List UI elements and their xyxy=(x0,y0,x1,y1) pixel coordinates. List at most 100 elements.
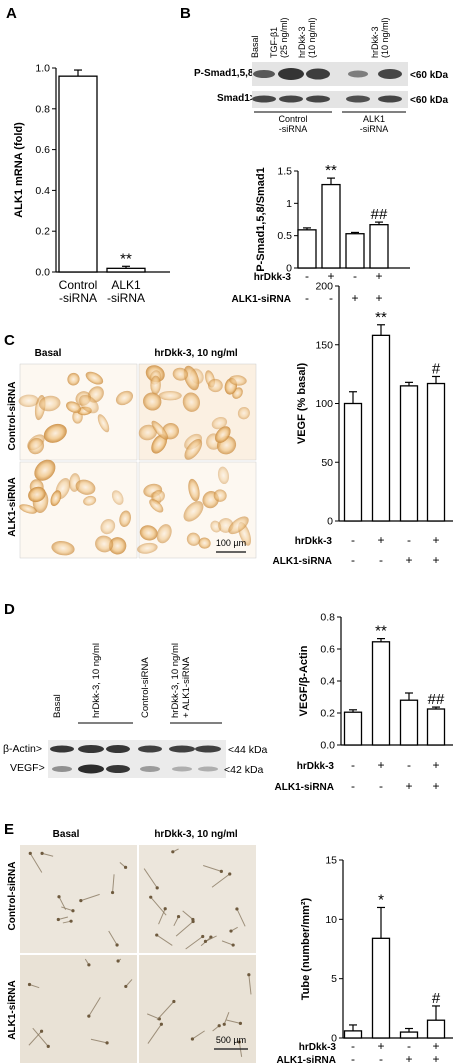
cell xyxy=(150,375,161,395)
blot-b-row-label-1: P-Smad1,5,8> xyxy=(194,68,259,79)
cell-node xyxy=(155,886,159,890)
condition-sign: + xyxy=(432,1052,439,1064)
scale-bar-e-label: 500 µm xyxy=(216,1035,246,1045)
images-e-col-2: hrDkk-3, 10 ng/ml xyxy=(154,829,238,840)
significance-label: ** xyxy=(375,623,387,640)
bar xyxy=(426,1019,446,1039)
bar xyxy=(343,1030,363,1039)
cell-node xyxy=(235,907,239,911)
y-tick-label: 0 xyxy=(327,516,333,528)
cell-node xyxy=(155,933,159,937)
blot-b-lane-1: Basal xyxy=(250,35,260,58)
images-c-col-2: hrDkk-3, 10 ng/ml xyxy=(154,348,238,359)
chart-a: 0.0 0.2 0.4 0.6 0.8 1.0 ALK1 mRNA (fold) ** Cont… xyxy=(13,63,170,305)
condition-sign: - xyxy=(351,779,355,793)
cell xyxy=(66,401,81,413)
y-tick-label: 200 xyxy=(315,281,333,293)
cell-node xyxy=(124,984,128,989)
condition-row-label: hrDkk-3 xyxy=(254,272,292,283)
bar xyxy=(371,641,391,746)
condition-sign: + xyxy=(432,533,439,547)
cell xyxy=(51,540,75,556)
y-tick-label: 10 xyxy=(325,914,337,926)
cell xyxy=(137,542,158,554)
bar xyxy=(426,382,446,522)
condition-sign: - xyxy=(351,533,355,547)
cell-node xyxy=(229,929,233,933)
cell xyxy=(19,504,37,514)
cell xyxy=(97,414,110,433)
cell-node xyxy=(228,872,232,876)
blot-d-row-label-2: VEGF> xyxy=(10,762,45,774)
condition-sign: + xyxy=(327,269,334,283)
significance-label: ** xyxy=(325,162,337,179)
cell-node xyxy=(39,1029,44,1033)
cell xyxy=(228,516,249,535)
condition-sign: + xyxy=(405,1052,412,1064)
bar xyxy=(343,402,363,522)
chart-b: 0 0.5 1 1.5 P-Smad1,5,8/Smad1 ** ## hrDkk-3 - + - +… xyxy=(232,162,410,305)
cell-node xyxy=(71,909,75,913)
tube xyxy=(211,873,231,888)
cell xyxy=(183,365,200,391)
micrographs-c: Basal hrDkk-3, 10 ng/ml Control-siRNA AL… xyxy=(7,348,257,559)
condition-row-label: ALK1-siRNA xyxy=(275,782,334,793)
cell xyxy=(67,372,80,386)
condition-sign: + xyxy=(351,291,358,305)
tube xyxy=(29,984,40,989)
significance-label: # xyxy=(432,360,441,377)
cell xyxy=(149,499,164,513)
cell xyxy=(111,490,124,505)
condition-sign: - xyxy=(305,269,309,283)
condition-row-label: ALK1-siRNA xyxy=(273,556,332,567)
cell xyxy=(182,392,201,412)
blot-d-band xyxy=(52,766,72,772)
cell xyxy=(119,510,131,527)
cell xyxy=(28,486,46,503)
tube xyxy=(192,1030,205,1040)
micrograph-c-cells xyxy=(18,365,252,556)
tube xyxy=(156,934,173,946)
cell xyxy=(217,466,229,485)
y-tick-label: 0.5 xyxy=(277,230,292,242)
cell xyxy=(151,489,165,503)
significance-label: ** xyxy=(120,250,132,267)
tube xyxy=(90,1038,108,1044)
condition-sign: - xyxy=(305,291,309,305)
condition-sign: - xyxy=(407,1039,411,1053)
condition-sign: + xyxy=(405,779,412,793)
bar xyxy=(369,224,389,269)
y-axis-label: ALK1 mRNA (fold) xyxy=(13,122,25,218)
condition-row-label: hrDkk-3 xyxy=(297,761,335,772)
condition-sign: + xyxy=(432,779,439,793)
micrographs-e: Basal hrDkk-3, 10 ng/ml Control-siRNA AL… xyxy=(7,829,256,1063)
blot-b-kda-1: <60 kDa xyxy=(410,70,449,81)
y-tick-label: 0.6 xyxy=(35,144,50,156)
tube xyxy=(58,916,69,920)
blot-d-band xyxy=(50,745,74,753)
blot-b-lane-3: hrDkk-3(10 ng/ml) xyxy=(297,17,317,58)
blot-b-group-2: ALK1 -siRNA xyxy=(360,114,389,134)
tube xyxy=(203,865,222,872)
cell xyxy=(79,394,99,414)
tube xyxy=(248,974,252,995)
blot-b-membrane-2 xyxy=(252,91,408,108)
tube xyxy=(61,906,74,912)
bar xyxy=(297,229,317,269)
tube xyxy=(221,940,234,946)
chart-d: 0.0 0.2 0.4 0.6 0.8 VEGF/β-Actin ** ## hrDkk-3 - +… xyxy=(275,612,453,793)
cell-node xyxy=(149,895,153,899)
condition-sign: - xyxy=(379,1052,383,1064)
micrograph-e-tubes xyxy=(27,848,252,1057)
tube xyxy=(112,874,115,893)
significance-label: * xyxy=(378,891,384,908)
blot-b-band xyxy=(306,68,330,80)
condition-sign: - xyxy=(351,553,355,567)
cell-node xyxy=(57,895,61,899)
tube xyxy=(88,997,101,1017)
blot-d-band xyxy=(78,764,104,774)
y-tick-label: 1 xyxy=(286,198,292,210)
cell-node xyxy=(222,1022,226,1026)
cell xyxy=(229,375,247,386)
